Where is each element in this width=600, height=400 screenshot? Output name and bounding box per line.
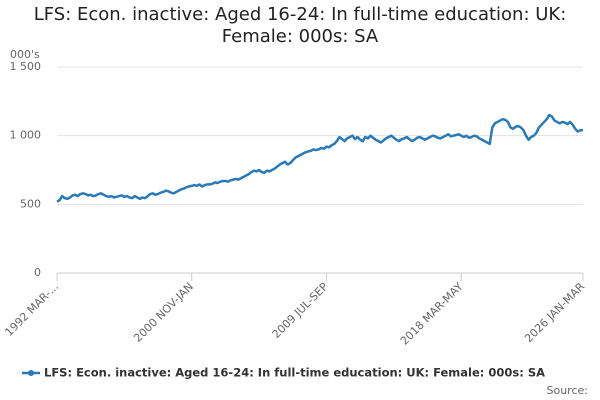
x-tick-label: 2000 NOV-JAN	[131, 280, 196, 345]
x-tick-label: 2026 JAN-MAR	[522, 280, 587, 345]
x-tick-label: 1992 MAR-...	[2, 280, 61, 339]
chart-title: LFS: Econ. inactive: Aged 16-24: In full…	[33, 4, 567, 47]
source: Source:	[547, 384, 589, 397]
y-unit: 000's	[10, 48, 40, 61]
y-tick-label: 1 500	[10, 60, 42, 73]
series-line	[56, 113, 583, 203]
x-tick-label: 2018 MAR-MAY	[398, 280, 466, 348]
x-tick-label: 2009 JUL-SEP	[270, 280, 331, 341]
legend-marker	[28, 370, 34, 376]
y-tick-label: 1 000	[10, 129, 42, 142]
y-tick-label: 0	[34, 266, 41, 279]
y-tick-label: 500	[20, 197, 41, 210]
legend-label: LFS: Econ. inactive: Aged 16-24: In full…	[44, 366, 545, 380]
